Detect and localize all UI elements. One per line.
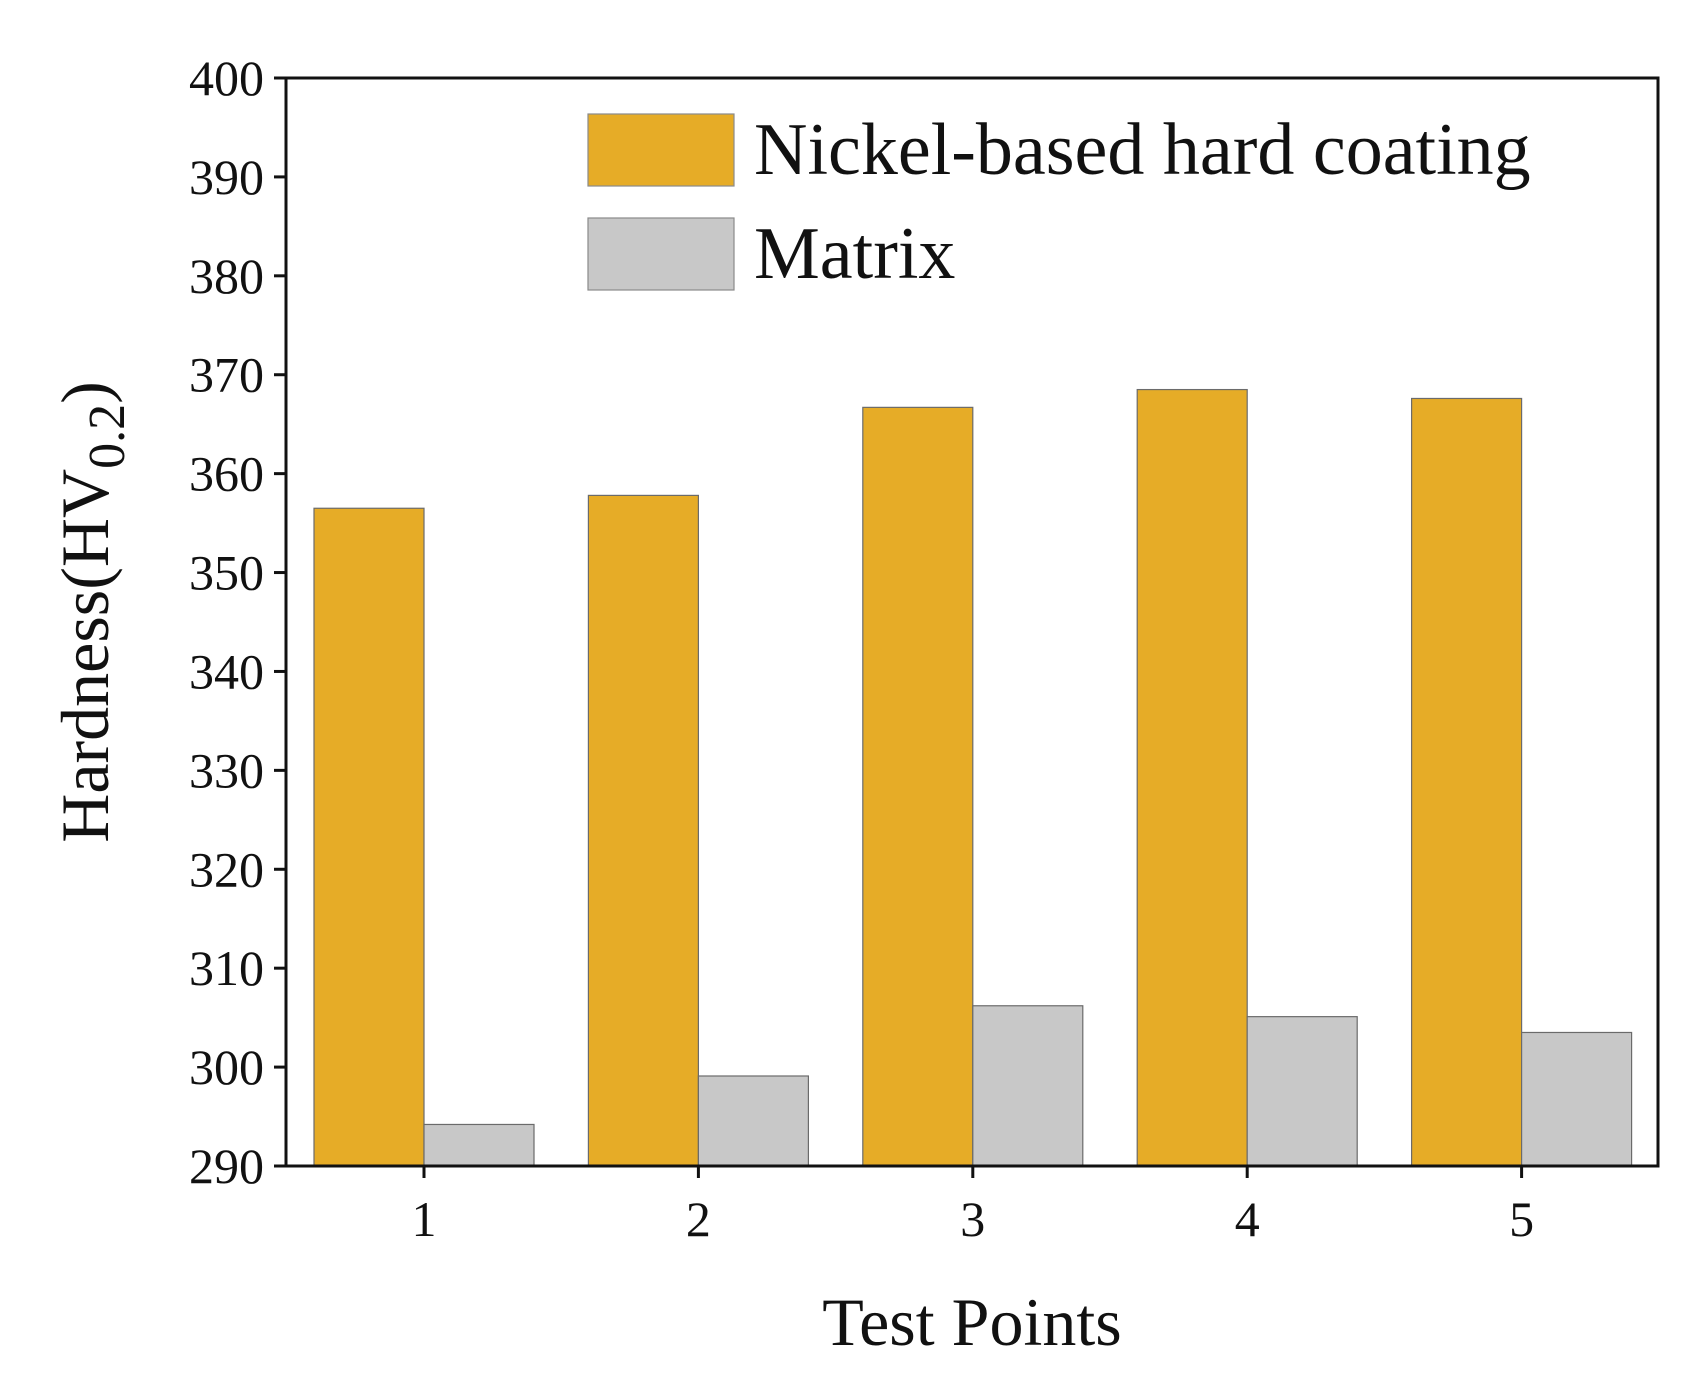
bar-series1-point-4 xyxy=(1136,388,1248,1167)
bar-series1-point-5 xyxy=(1410,397,1523,1167)
y-axis-title-main: Hardness(HV xyxy=(47,469,123,843)
x-tick-label: 5 xyxy=(1509,1191,1534,1247)
bar-series2-point-2 xyxy=(697,1075,810,1167)
bars xyxy=(313,388,1633,1167)
y-tick-label: 290 xyxy=(189,1138,264,1194)
x-tick-label: 3 xyxy=(960,1191,985,1247)
y-tick-label: 400 xyxy=(189,50,264,106)
y-tick-label: 310 xyxy=(189,940,264,996)
bar-series2-point-5 xyxy=(1520,1031,1633,1167)
bar-series2-point-4 xyxy=(1246,1016,1358,1167)
y-tick-label: 350 xyxy=(189,545,264,601)
tick-marks xyxy=(274,76,1524,1178)
y-tick-labels: 290 300 310 320 330 340 350 360 370 380 390 400 xyxy=(189,50,264,1194)
y-axis-title: Hardness(HV0.2) xyxy=(47,381,136,843)
y-tick-label: 320 xyxy=(189,841,264,897)
y-tick-label: 330 xyxy=(189,742,264,798)
bar-series1-point-2 xyxy=(587,494,700,1167)
y-tick-label: 340 xyxy=(189,643,264,699)
bar-series1-point-1 xyxy=(313,507,425,1167)
legend: Nickel-based hard coating Matrix xyxy=(587,109,1531,295)
legend-swatch-series1 xyxy=(587,113,735,187)
y-tick-label: 390 xyxy=(189,149,264,205)
plot-area-frame xyxy=(284,76,1660,1168)
x-tick-label: 4 xyxy=(1235,1191,1260,1247)
bar-series1-point-3 xyxy=(862,406,974,1167)
y-tick-label: 370 xyxy=(189,347,264,403)
x-tick-labels: 1 2 3 4 5 xyxy=(412,1191,1535,1247)
legend-swatch-series2 xyxy=(587,217,735,291)
y-axis-title-subscript: 0.2 xyxy=(79,404,136,469)
bar-series2-point-1 xyxy=(423,1123,535,1167)
x-tick-label: 1 xyxy=(412,1191,437,1247)
x-axis-title: Test Points xyxy=(822,1284,1121,1360)
y-axis-title-close: ) xyxy=(47,381,123,404)
bar-series2-point-3 xyxy=(972,1005,1084,1167)
y-tick-label: 360 xyxy=(189,446,264,502)
x-tick-label: 2 xyxy=(686,1191,711,1247)
y-tick-label: 380 xyxy=(189,248,264,304)
legend-label-series2: Matrix xyxy=(754,213,955,295)
y-tick-label: 300 xyxy=(189,1039,264,1095)
legend-label-series1: Nickel-based hard coating xyxy=(754,109,1531,191)
